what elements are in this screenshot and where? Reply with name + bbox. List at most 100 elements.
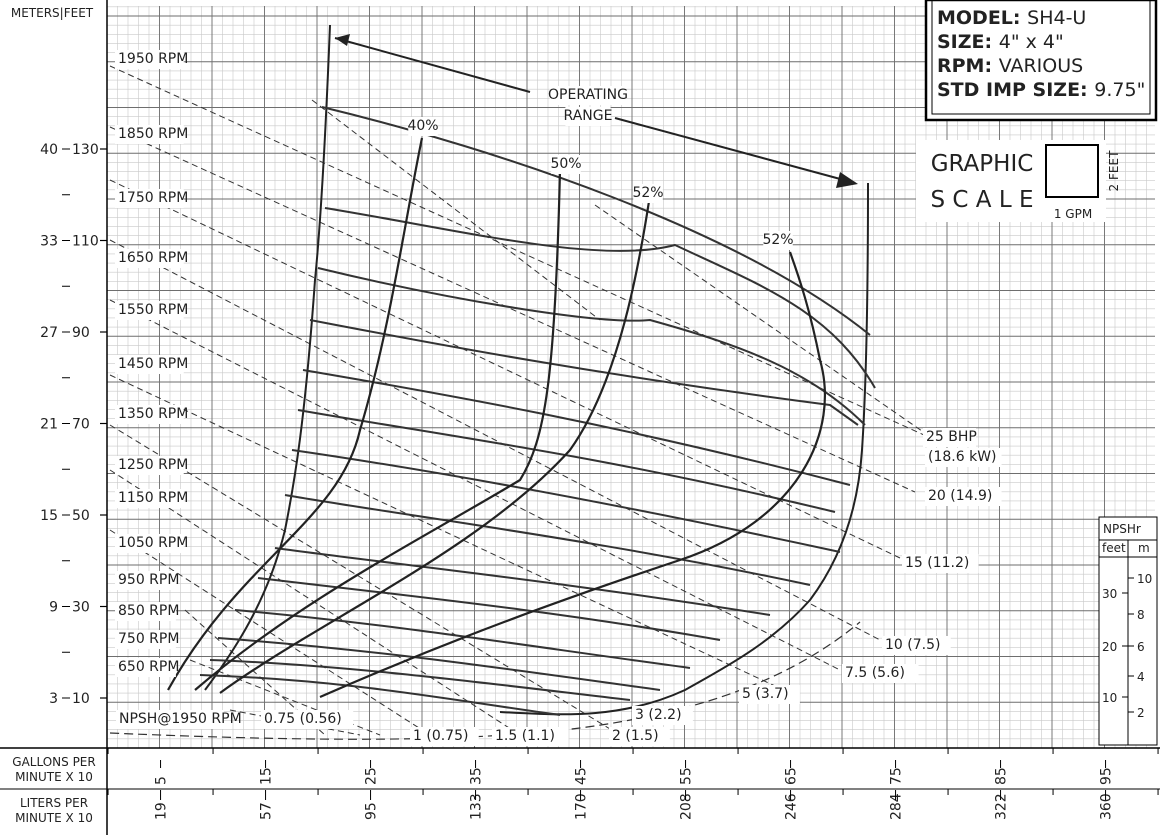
graphic-scale-y-unit: 2 FEET <box>1107 150 1121 192</box>
rpm-label: 1550 RPM <box>118 302 188 318</box>
bhp-label: 5 (3.7) <box>742 686 789 702</box>
rpm-label: 1650 RPM <box>118 250 188 266</box>
rpm-label: 850 RPM <box>118 603 179 619</box>
bhp-label: 10 (7.5) <box>885 637 940 653</box>
axis-header-bg <box>0 0 106 22</box>
bhp-dashed-line <box>594 204 936 441</box>
meter-tick-label: 27 <box>40 325 58 341</box>
gpm-tick-label: 25 <box>364 767 380 785</box>
gpm-tick-label: 85 <box>994 767 1010 785</box>
npshr-m-tick: 8 <box>1137 608 1145 622</box>
rpm-curve-4 <box>309 319 859 426</box>
rpm-label: 1450 RPM <box>118 356 188 372</box>
feet-tick-label: 90 <box>72 325 90 341</box>
bhp-label: 7.5 (5.6) <box>845 665 905 681</box>
bhp-label-bg <box>925 487 1002 506</box>
operating-range-label-1-bg <box>549 86 627 105</box>
npshr-feet-tick: 20 <box>1102 640 1117 654</box>
meter-tick-label: 21 <box>40 417 58 433</box>
model-box-value: 4" x 4" <box>999 31 1064 53</box>
rpm-label: 1950 RPM <box>118 51 188 67</box>
rpm-curve-3 <box>317 267 866 426</box>
rpm-label-bg <box>115 405 184 424</box>
model-box-row: RPM: VARIOUS <box>937 55 1083 77</box>
feet-tick-label: 130 <box>72 142 99 158</box>
npshr-feet-tick: 30 <box>1102 587 1117 601</box>
model-box-frame <box>924 0 1158 122</box>
operating-arrow-left-line <box>334 37 531 93</box>
left-axis-header: METERS|FEET <box>11 6 94 20</box>
bhp-label-bg <box>923 428 977 447</box>
lpm-tick-label: 95 <box>364 802 380 820</box>
feet-tick-label: 110 <box>72 234 99 250</box>
efficiency-curves <box>167 137 827 699</box>
rpm-curve-5 <box>302 369 851 486</box>
feet-tick-label: 70 <box>72 417 90 433</box>
npshr-feet-header: feet <box>1102 541 1126 555</box>
efficiency-curve-4 <box>319 251 827 699</box>
graphic-scale-word1: GRAPHIC <box>931 151 1034 177</box>
rpm-label-bg <box>115 249 184 268</box>
rpm-label: 650 RPM <box>118 659 179 675</box>
bhp-label: 3 (2.2) <box>635 707 682 723</box>
meter-tick-label: 40 <box>40 142 58 158</box>
bhp-label-bg <box>410 727 479 746</box>
lpm-tick-label: 19 <box>154 802 170 820</box>
bhp-label: 0.75 (0.56) <box>264 711 342 727</box>
bhp-label: 20 (14.9) <box>928 488 992 504</box>
bhp-label: 2 (1.5) <box>612 728 659 744</box>
efficiency-label-bg <box>633 184 663 203</box>
rpm-curve-8 <box>284 494 811 586</box>
operating-arrow-right-head <box>836 172 858 188</box>
gpm-axis-label-1: GALLONS PER <box>12 755 95 769</box>
model-box-key: SIZE: <box>937 31 999 53</box>
bhp-label-bg <box>882 636 951 655</box>
bhp-dashed-line <box>109 65 936 441</box>
npshr-feet-tick: 10 <box>1102 691 1117 705</box>
model-box-value: 9.75" <box>1094 79 1145 101</box>
bhp-dashed-line <box>229 709 361 736</box>
bhp-label-bg <box>632 706 693 725</box>
rpm-label-bg <box>115 355 184 374</box>
model-box-inner <box>931 0 1151 115</box>
bhp-label: 1 (0.75) <box>413 728 468 744</box>
lpm-tick-label: 360 <box>1099 793 1115 820</box>
bhp-label: (18.6 kW) <box>928 449 997 465</box>
lpm-axis-label-1: LITERS PER <box>20 796 88 810</box>
npshr-axis: NPSHr feet m 30 20 10 10 8 6 4 2 <box>1098 516 1158 746</box>
efficiency-label: 52% <box>632 185 663 201</box>
graphic-scale: GRAPHIC S C A L E 1 GPM 2 FEET <box>916 140 1121 222</box>
bhp-label-bg <box>261 710 354 729</box>
gpm-tick-label: 95 <box>1099 767 1115 785</box>
rpm-label-bg <box>115 630 176 649</box>
model-box-row: STD IMP SIZE: 9.75" <box>937 79 1145 101</box>
rpm-label-bg <box>115 602 176 621</box>
bhp-dashed-line <box>184 609 326 736</box>
bhp-label-bg <box>609 727 670 746</box>
bhp-dashed-line <box>109 239 881 641</box>
npshr-title: NPSHr <box>1103 522 1141 536</box>
model-box-value: SH4-U <box>1027 7 1086 29</box>
rpm-label-bg <box>115 571 176 590</box>
operating-range-label-2: RANGE <box>564 108 613 124</box>
graphic-scale-x-unit: 1 GPM <box>1054 207 1092 221</box>
bhp-label: 1.5 (1.1) <box>495 728 555 744</box>
rpm-curve-1 <box>321 106 871 336</box>
npshr-m-tick: 10 <box>1137 572 1152 586</box>
gpm-tick-label: 45 <box>574 767 590 785</box>
bhp-dashed-line <box>109 179 901 559</box>
operating-range-label-2-bg <box>565 107 611 126</box>
lpm-tick-label: 246 <box>784 793 800 820</box>
model-box-value: VARIOUS <box>999 55 1084 77</box>
rpm-curve-11 <box>234 609 691 669</box>
rpm-label: 1050 RPM <box>118 535 188 551</box>
rpm-curve-6 <box>297 409 836 513</box>
bhp-dashed-line <box>109 299 841 671</box>
efficiency-label: 40% <box>407 118 438 134</box>
meter-tick-label: 9 <box>49 600 58 616</box>
efficiency-curve-2 <box>194 169 562 691</box>
rpm-curves <box>199 24 876 716</box>
lpm-axis-label-2: MINUTE X 10 <box>15 811 93 825</box>
lpm-tick-label: 208 <box>679 793 695 820</box>
